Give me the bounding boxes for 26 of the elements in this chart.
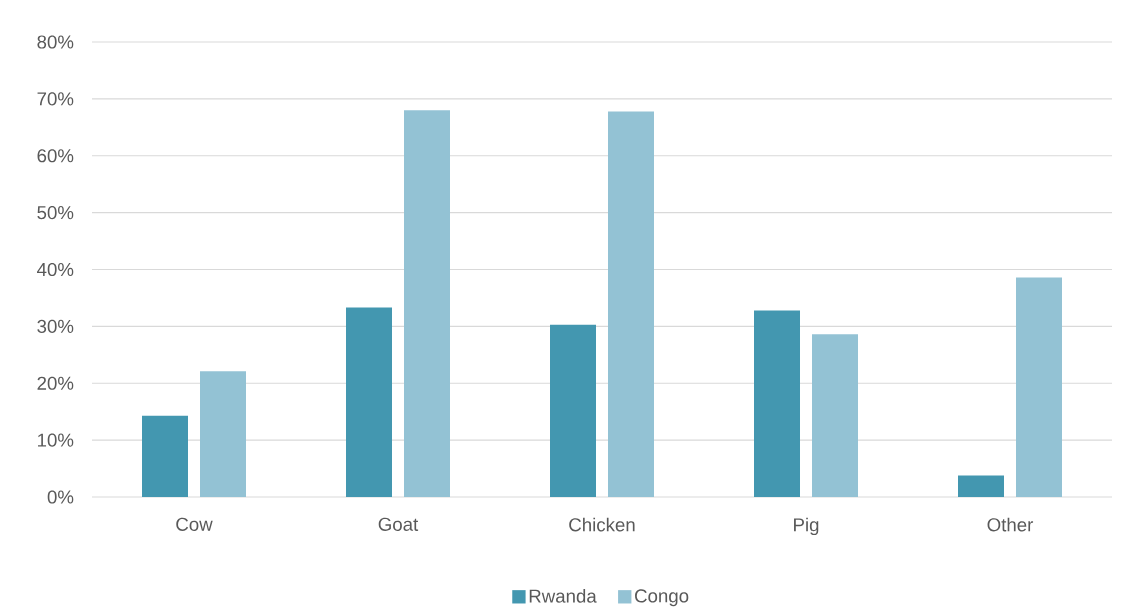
bar <box>346 307 392 497</box>
y-tick-label: 60% <box>37 149 74 163</box>
bar <box>608 111 654 497</box>
x-tick-label: Pig <box>794 517 819 536</box>
bar <box>812 334 859 497</box>
bar <box>550 324 597 497</box>
y-tick-label: 80% <box>37 35 74 49</box>
bar <box>404 110 450 497</box>
bar <box>958 475 1005 497</box>
y-tick-label: 20% <box>37 376 74 390</box>
x-tick-label: Cow <box>176 517 213 531</box>
x-tick-label: Goat <box>378 517 419 531</box>
bar <box>200 371 246 497</box>
y-tick-label: 50% <box>37 206 74 220</box>
y-tick-label: 0% <box>47 490 74 504</box>
legend-label: Rwanda <box>529 589 597 603</box>
bar <box>142 415 188 497</box>
x-tick-label: Chicken <box>569 517 635 532</box>
bar <box>754 310 801 497</box>
y-tick-label: 10% <box>38 433 74 447</box>
bar <box>1016 277 1063 497</box>
y-tick-label: 30% <box>37 319 74 333</box>
y-tick-label: 70% <box>37 92 74 106</box>
legend-label: Congo <box>635 589 689 607</box>
y-tick-label: 40% <box>37 262 74 277</box>
x-tick-label: Other <box>987 517 1034 532</box>
